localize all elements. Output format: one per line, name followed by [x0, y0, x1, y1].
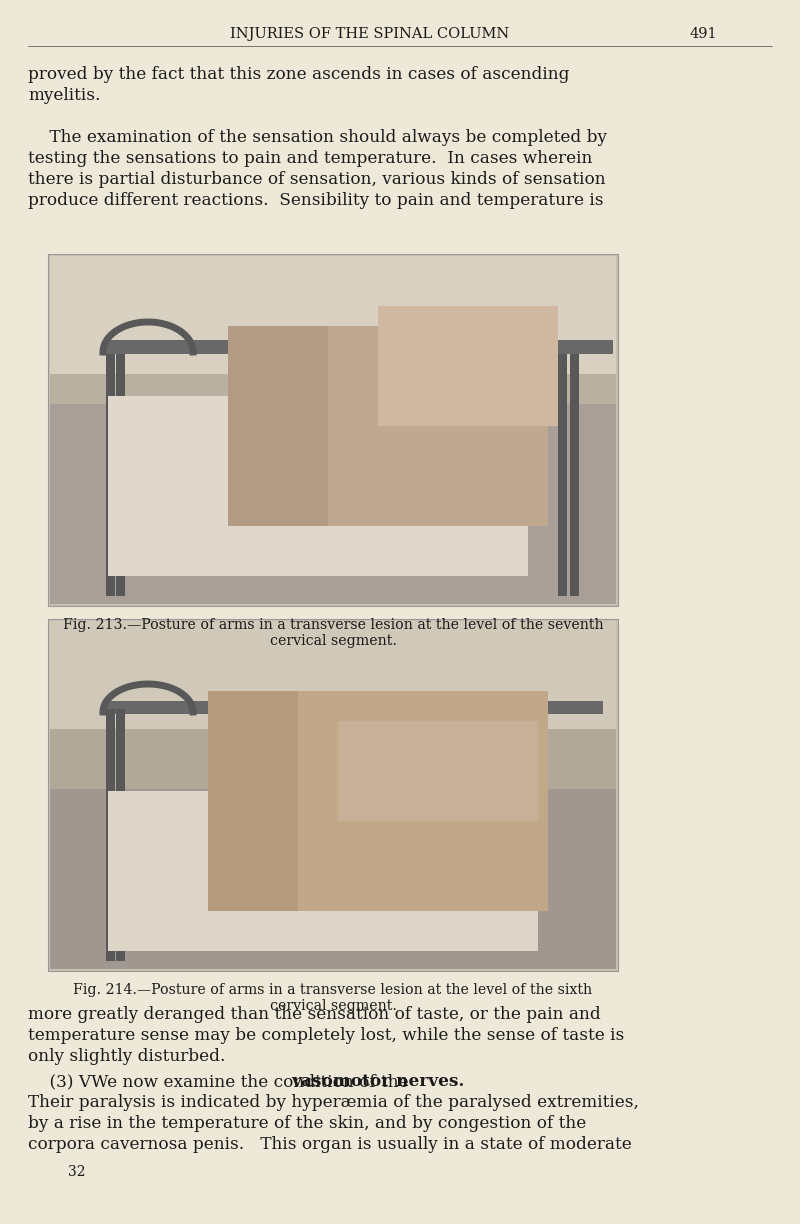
- Text: temperature sense may be completely lost, while the sense of taste is: temperature sense may be completely lost…: [28, 1027, 624, 1044]
- Bar: [378, 306, 558, 426]
- Bar: [50, 621, 616, 969]
- Bar: [228, 326, 548, 526]
- Bar: [570, 354, 579, 596]
- Text: testing the sensations to pain and temperature.  In cases wherein: testing the sensations to pain and tempe…: [28, 151, 592, 166]
- Bar: [108, 791, 538, 951]
- Bar: [50, 789, 616, 969]
- Text: Fig. 214.—Posture of arms in a transverse lesion at the level of the sixth: Fig. 214.—Posture of arms in a transvers…: [74, 983, 593, 998]
- Text: myelitis.: myelitis.: [28, 87, 101, 104]
- Text: more greatly deranged than the sensation of taste, or the pain and: more greatly deranged than the sensation…: [28, 1006, 601, 1023]
- Bar: [103, 340, 613, 354]
- Bar: [50, 621, 616, 730]
- Text: proved by the fact that this zone ascends in cases of ascending: proved by the fact that this zone ascend…: [28, 66, 570, 83]
- Text: Fig. 213.—Posture of arms in a transverse lesion at the level of the seventh: Fig. 213.—Posture of arms in a transvers…: [62, 618, 603, 632]
- Bar: [108, 397, 528, 577]
- Text: corpora cavernosa penis.   This organ is usually in a state of moderate: corpora cavernosa penis. This organ is u…: [28, 1136, 632, 1153]
- Bar: [558, 354, 567, 596]
- Text: The examination of the sensation should always be completed by: The examination of the sensation should …: [28, 129, 607, 146]
- Text: Their paralysis is indicated by hyperæmia of the paralysed extremities,: Their paralysis is indicated by hyperæmi…: [28, 1094, 639, 1111]
- Text: vasomotor nerves.: vasomotor nerves.: [291, 1073, 465, 1091]
- Bar: [50, 256, 616, 603]
- Text: produce different reactions.  Sensibility to pain and temperature is: produce different reactions. Sensibility…: [28, 192, 603, 209]
- Bar: [50, 256, 616, 375]
- Bar: [338, 721, 538, 821]
- Text: cervical segment.: cervical segment.: [270, 634, 397, 647]
- Text: 491: 491: [690, 27, 718, 40]
- Text: only slightly disturbed.: only slightly disturbed.: [28, 1048, 226, 1065]
- Text: (3) VWe now examine the condition of the: (3) VWe now examine the condition of the: [28, 1073, 414, 1091]
- Text: there is partial disturbance of sensation, various kinds of sensation: there is partial disturbance of sensatio…: [28, 171, 606, 188]
- Bar: [48, 619, 618, 971]
- Text: cervical segment.: cervical segment.: [270, 999, 397, 1013]
- Bar: [208, 692, 548, 911]
- Bar: [106, 709, 115, 961]
- Bar: [103, 701, 603, 714]
- Bar: [208, 692, 298, 911]
- Bar: [48, 255, 618, 606]
- Text: by a rise in the temperature of the skin, and by congestion of the: by a rise in the temperature of the skin…: [28, 1115, 586, 1132]
- Bar: [228, 326, 328, 526]
- Text: INJURIES OF THE SPINAL COLUMN: INJURIES OF THE SPINAL COLUMN: [230, 27, 510, 40]
- Text: 32: 32: [68, 1165, 86, 1179]
- Bar: [116, 354, 125, 596]
- Bar: [106, 354, 115, 596]
- Bar: [116, 709, 125, 961]
- Bar: [50, 404, 616, 603]
